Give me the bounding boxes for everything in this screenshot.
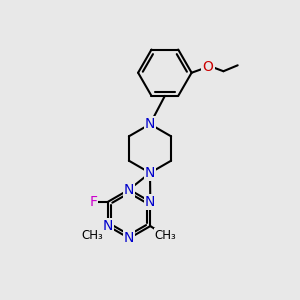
Text: CH₃: CH₃ [155,229,177,242]
Text: N: N [124,182,134,197]
Text: O: O [202,60,213,74]
Text: N: N [145,117,155,131]
Text: N: N [124,231,134,245]
Text: F: F [89,195,97,209]
Text: CH₃: CH₃ [82,229,104,242]
Text: N: N [145,166,155,180]
Text: N: N [145,195,155,209]
Text: N: N [103,219,113,233]
